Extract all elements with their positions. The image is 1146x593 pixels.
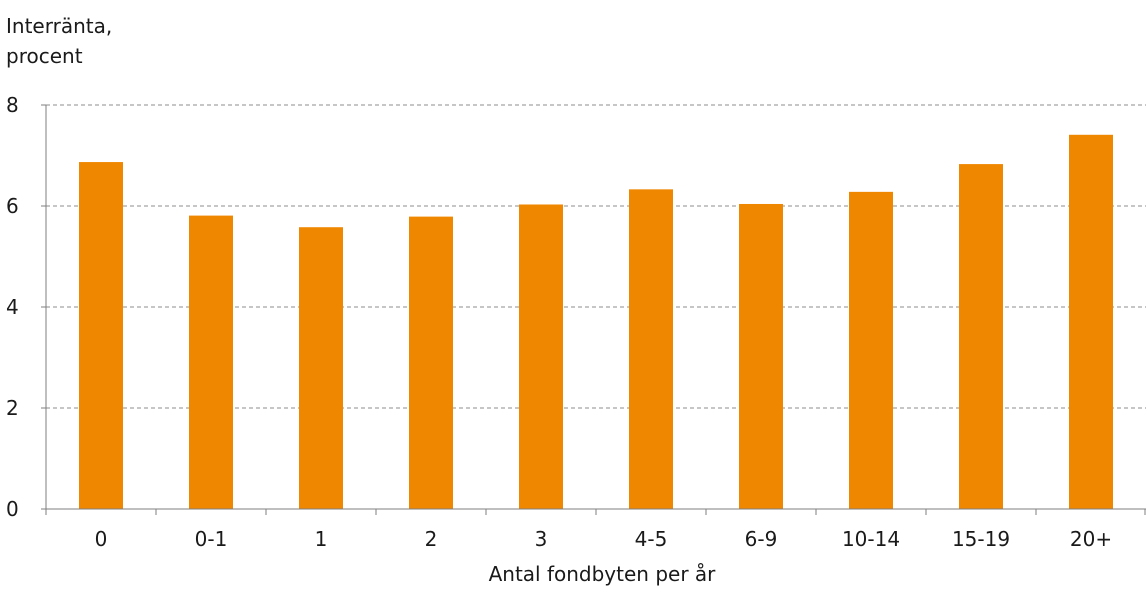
bars bbox=[79, 134, 1113, 510]
x-tick-label: 20+ bbox=[1070, 527, 1112, 551]
x-tick-label: 0-1 bbox=[195, 527, 228, 551]
y-tick-label: 6 bbox=[6, 194, 19, 218]
bar bbox=[739, 203, 783, 510]
bar bbox=[189, 215, 233, 509]
y-axis-label-line-2: procent bbox=[6, 44, 83, 68]
bar bbox=[409, 216, 453, 510]
x-tick-label: 6-9 bbox=[745, 527, 778, 551]
bar bbox=[79, 162, 123, 509]
x-tick-label: 15-19 bbox=[952, 527, 1010, 551]
bar bbox=[519, 204, 563, 510]
bar bbox=[959, 164, 1003, 509]
y-tick-labels: 0 2 4 6 8 bbox=[6, 93, 19, 521]
x-tick-label: 0 bbox=[95, 527, 108, 551]
x-axis-label: Antal fondbyten per år bbox=[489, 562, 717, 586]
bar bbox=[299, 227, 343, 509]
x-tick-label: 4-5 bbox=[635, 527, 668, 551]
bar bbox=[1069, 134, 1113, 510]
bar bbox=[629, 189, 673, 509]
x-tick-label: 10-14 bbox=[842, 527, 900, 551]
y-tick-label: 2 bbox=[6, 396, 19, 420]
y-tick-label: 8 bbox=[6, 93, 19, 117]
x-tick-label: 3 bbox=[535, 527, 548, 551]
x-tick-label: 1 bbox=[315, 527, 328, 551]
y-tick-label: 4 bbox=[6, 295, 19, 319]
axes bbox=[41, 104, 1146, 515]
y-axis-label-line-1: Interränta, bbox=[6, 14, 112, 38]
y-tick-label: 0 bbox=[6, 497, 19, 521]
x-tick-label: 2 bbox=[425, 527, 438, 551]
x-tick-labels: 0 0-1 1 2 3 4-5 6-9 10-14 15-19 20+ bbox=[95, 527, 1112, 551]
bar bbox=[849, 191, 893, 510]
